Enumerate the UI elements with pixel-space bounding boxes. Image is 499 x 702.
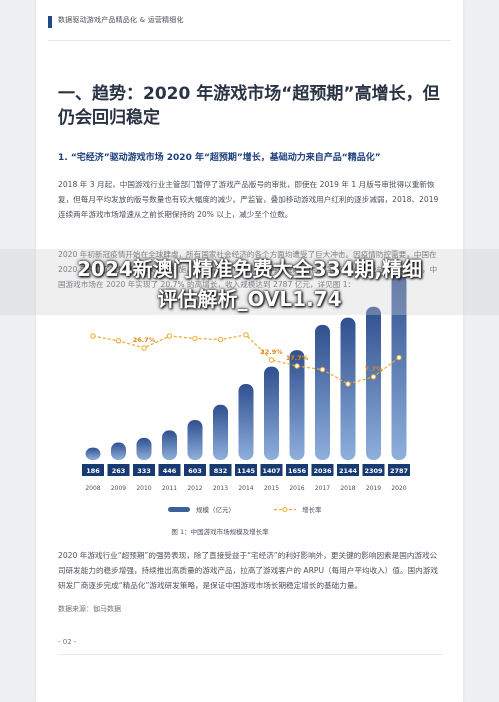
- paragraph-2: 2020 年初新冠疫情开始在全球肆虐，所有国家社会经济的各个方面均遭受了巨大冲击…: [58, 250, 438, 289]
- value-label-2017: 2036: [313, 467, 332, 475]
- bar-2016: [289, 350, 305, 460]
- value-box-2011: [158, 464, 181, 476]
- overlay-title: 2024新澳门精准免费大全334期,精细 评估解析_OVL1.74: [0, 254, 499, 314]
- growth-point-2009: [115, 338, 122, 344]
- growth-point-2015: [268, 357, 275, 363]
- bar-2013: [213, 404, 228, 460]
- page-number: - 02 -: [58, 638, 77, 646]
- chart-caption: 图 1：中国游戏市场规模及增长率: [171, 527, 269, 536]
- year-label-2014: 2014: [238, 485, 253, 492]
- year-label-2012: 2012: [187, 485, 202, 492]
- value-label-2012: 603: [188, 467, 202, 475]
- value-box-2012: [184, 464, 206, 476]
- value-label-2009: 263: [112, 467, 126, 475]
- bar-2011: [162, 430, 177, 460]
- growth-point-2011: [166, 333, 173, 339]
- growth-point-2010: [141, 345, 147, 351]
- overlay-title-line-1: 2024新澳门精准免费大全334期,精细: [76, 257, 422, 281]
- document-page: 数据驱动游戏产品精品化 & 运营精细化 一、趋势：2020 年游戏市场“超预期”…: [36, 0, 463, 702]
- growth-point-2016: [294, 363, 300, 369]
- growth-point-2020: [396, 354, 402, 361]
- header-accent-bar: [48, 16, 52, 28]
- growth-label-2010: 26.7%: [133, 336, 156, 344]
- legend-bar-label: 规模（亿元）: [196, 505, 235, 514]
- value-box-2020: [388, 464, 410, 476]
- year-label-2018: 2018: [340, 485, 355, 492]
- paragraph-3: 2020 年游戏行业“超预期”的强势表现，除了直接受益于“宅经济”的利好影响外，…: [58, 551, 438, 590]
- growth-point-2008: [90, 333, 96, 339]
- bar-2012: [187, 419, 203, 460]
- value-label-2014: 1145: [237, 467, 256, 475]
- bar-2018: [340, 317, 356, 460]
- value-box-2010: [133, 464, 155, 476]
- value-label-2010: 333: [137, 467, 151, 475]
- value-box-2008: [82, 464, 104, 476]
- page-title: 一、趋势：2020 年游戏市场“超预期”高增长，但仍会回归稳定: [58, 84, 440, 128]
- value-label-2008: 186: [86, 467, 100, 475]
- year-label-2011: 2011: [162, 485, 177, 492]
- chart-legend: 规模（亿元） 增长率: [168, 505, 322, 514]
- value-label-2019: 2309: [364, 467, 383, 475]
- bar-2014: [238, 383, 254, 460]
- value-box-2015: [260, 464, 283, 476]
- bar-2008: [85, 447, 101, 460]
- overlay-title-line-2: 评估解析_OVL1.74: [157, 287, 342, 311]
- growth-point-2019: [370, 374, 377, 380]
- value-box-2014: [235, 464, 257, 476]
- bar-2015: [264, 366, 279, 460]
- market-size-chart: 26.7% 22.9%17.7% 7.7% 186 2008 263 2009 333 201…: [82, 275, 410, 536]
- bar-2020: [391, 275, 407, 460]
- value-box-2019: [362, 464, 385, 476]
- bar-2019: [366, 306, 381, 460]
- value-label-2018: 2144: [339, 467, 358, 475]
- value-label-2011: 446: [163, 467, 177, 475]
- year-label-2020: 2020: [391, 485, 406, 492]
- year-label-2010: 2010: [136, 485, 151, 492]
- bar-2017: [315, 324, 330, 460]
- legend-line-marker: [282, 507, 288, 512]
- growth-point-2018: [345, 381, 351, 387]
- legend-line-label: 增长率: [302, 505, 322, 514]
- value-label-2016: 1656: [288, 467, 307, 475]
- paragraph-1: 2018 年 3 月起，中国游戏行业主管部门暂停了游戏产品版号的审批，即使在 2…: [58, 180, 439, 219]
- year-label-2013: 2013: [213, 485, 228, 492]
- year-label-2016: 2016: [289, 485, 304, 492]
- bar-2009: [111, 442, 126, 460]
- page-header: 数据驱动游戏产品精品化 & 运营精细化: [36, 0, 463, 46]
- value-box-2018: [337, 464, 359, 476]
- overlay-banner: [0, 249, 499, 315]
- value-box-2009: [107, 464, 130, 476]
- year-label-2015: 2015: [264, 485, 279, 492]
- legend-bar-swatch: [168, 507, 190, 512]
- growth-point-2014: [243, 332, 249, 338]
- value-label-2013: 832: [214, 467, 228, 475]
- growth-point-2013: [217, 336, 224, 343]
- value-box-2013: [209, 464, 232, 476]
- growth-label-2016: 17.7%: [286, 354, 309, 362]
- bar-2010: [136, 437, 152, 460]
- footer-divider: [58, 654, 443, 655]
- header-divider: [48, 40, 451, 41]
- growth-label-2019: 7.7%: [364, 365, 383, 373]
- growth-label-2015: 22.9%: [260, 348, 283, 356]
- year-label-2008: 2008: [85, 485, 100, 492]
- data-source: 数据来源：伽马数据: [58, 605, 121, 613]
- value-label-2020: 2787: [390, 467, 408, 475]
- value-box-2017: [311, 464, 334, 476]
- header-section-title: 数据驱动游戏产品精品化 & 运营精细化: [58, 16, 184, 24]
- growth-point-2012: [192, 335, 198, 342]
- value-label-2015: 1407: [262, 467, 280, 475]
- year-label-2019: 2019: [366, 485, 381, 492]
- growth-point-2017: [319, 366, 326, 373]
- value-box-2016: [286, 464, 308, 476]
- section-subheading: 1. “宅经济”驱动游戏市场 2020 年“超预期”增长，基础动力来自产品“精品…: [58, 153, 381, 163]
- year-label-2009: 2009: [111, 485, 126, 492]
- year-label-2017: 2017: [315, 485, 330, 492]
